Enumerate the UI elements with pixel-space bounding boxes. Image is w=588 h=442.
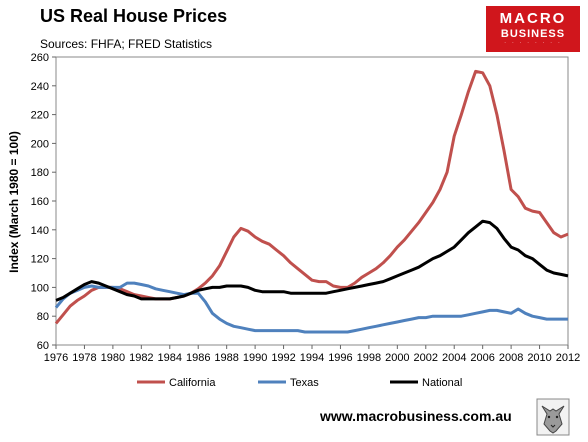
y-tick-label: 260 xyxy=(31,52,49,64)
legend: California Texas National xyxy=(137,377,462,389)
y-tick-label: 180 xyxy=(31,167,49,179)
x-tick-label: 1976 xyxy=(44,352,68,364)
wolf-logo-icon xyxy=(536,398,570,436)
y-tick-label: 240 xyxy=(31,81,49,93)
y-axis: 60 80 100 120 140 160 180 200 220 240 260 xyxy=(31,52,56,352)
plot-area xyxy=(55,56,569,346)
x-tick-label: 2010 xyxy=(527,352,551,364)
website-url: www.macrobusiness.com.au xyxy=(320,408,512,424)
logo-line-2: BUSINESS xyxy=(500,28,566,40)
macro-business-logo: MACRO BUSINESS · · · · · · · · xyxy=(486,6,580,52)
series-line-california xyxy=(54,69,569,325)
x-tick-label: 1988 xyxy=(214,352,238,364)
chart-title: US Real House Prices xyxy=(40,6,228,26)
x-tick-label: 1990 xyxy=(243,352,267,364)
logo-line-1: MACRO xyxy=(499,10,567,27)
x-tick-label: 2002 xyxy=(414,352,438,364)
x-tick-label: 1986 xyxy=(186,352,210,364)
x-tick-label: 1996 xyxy=(328,352,352,364)
legend-label-california: California xyxy=(169,377,216,389)
x-tick-label: 1980 xyxy=(101,352,125,364)
series-line-national xyxy=(55,219,569,302)
y-tick-label: 220 xyxy=(31,110,49,122)
x-tick-label: 2000 xyxy=(385,352,409,364)
series-line-texas xyxy=(54,281,568,334)
y-tick-label: 100 xyxy=(31,282,49,294)
legend-label-national: National xyxy=(422,377,462,389)
logo-tagline: · · · · · · · · xyxy=(504,40,562,46)
y-tick-label: 160 xyxy=(31,196,49,208)
y-tick-label: 120 xyxy=(31,254,49,266)
y-tick-label: 140 xyxy=(31,225,49,237)
y-tick-label: 60 xyxy=(37,340,49,352)
x-tick-label: 1994 xyxy=(300,352,324,364)
legend-label-texas: Texas xyxy=(290,377,319,389)
y-axis-label: Index (March 1980 = 100) xyxy=(7,131,21,273)
x-tick-label: 2008 xyxy=(499,352,523,364)
x-tick-label: 1978 xyxy=(72,352,96,364)
chart-subtitle: Sources: FHFA; FRED Statistics xyxy=(40,37,213,51)
x-tick-label: 2004 xyxy=(442,352,466,364)
x-tick-label: 1982 xyxy=(129,352,153,364)
x-tick-label: 2006 xyxy=(470,352,494,364)
x-tick-label: 2012 xyxy=(556,352,580,364)
plot-border xyxy=(55,56,569,346)
y-tick-label: 80 xyxy=(37,311,49,323)
series-lines xyxy=(54,69,569,334)
x-axis: 1976 1978 1980 1982 1984 1986 1988 1990 1992 1994… xyxy=(44,345,580,364)
x-tick-label: 1992 xyxy=(271,352,295,364)
x-tick-label: 1984 xyxy=(158,352,182,364)
x-tick-label: 1998 xyxy=(357,352,381,364)
y-tick-label: 200 xyxy=(31,138,49,150)
